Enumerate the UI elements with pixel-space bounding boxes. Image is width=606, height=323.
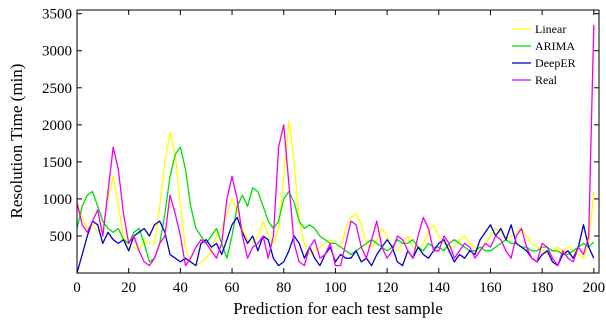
y-tick-label: 3000 [42,44,72,60]
x-tick-label: 180 [531,280,554,296]
x-tick-label: 80 [276,280,291,296]
series-line-real [76,24,595,267]
y-axis-ticks: 500 1000 1500 2000 2500 3000 3500 [42,7,599,245]
legend: Linear ARIMA DeepER Real [512,22,576,87]
legend-label-real: Real [535,73,558,87]
y-tick-label: 3500 [42,7,72,23]
x-tick-label: 60 [225,280,240,296]
plot-lines [76,24,595,274]
y-axis-label: Resolution Time (min) [7,64,26,219]
x-axis-ticks: 0 20 40 60 80 100 120 140 160 180 200 [73,10,605,296]
x-tick-label: 140 [428,280,451,296]
series-line-arima [76,146,595,263]
x-tick-label: 160 [479,280,502,296]
x-tick-label: 100 [324,280,347,296]
y-tick-label: 1000 [42,192,72,208]
y-tick-label: 2500 [42,81,72,97]
x-tick-label: 120 [376,280,399,296]
plot-frame [76,9,600,274]
legend-label-arima: ARIMA [535,39,575,53]
y-tick-label: 1500 [42,155,72,171]
x-tick-label: 40 [173,280,188,296]
y-tick-label: 2000 [42,118,72,134]
y-tick-label: 500 [50,229,73,245]
x-tick-label: 20 [121,280,136,296]
x-tick-label: 200 [583,280,606,296]
x-axis-label: Prediction for each test sample [233,299,443,318]
series-line-deeper [76,216,595,274]
legend-label-linear: Linear [535,22,566,36]
x-tick-label: 0 [73,280,81,296]
legend-label-deeper: DeepER [535,56,576,70]
